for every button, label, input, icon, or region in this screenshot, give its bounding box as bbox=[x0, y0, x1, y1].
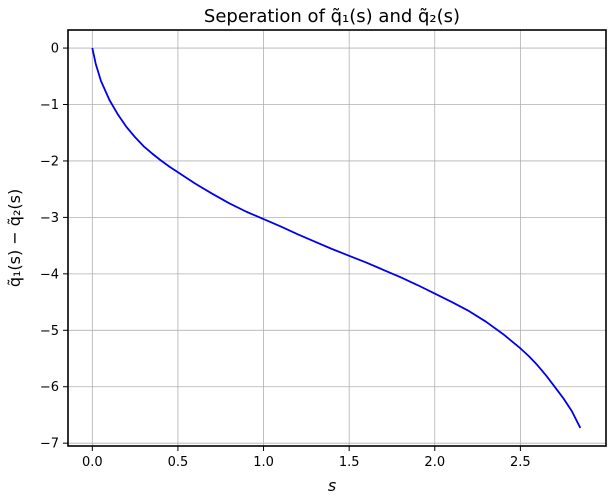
y-tick-label: −5 bbox=[40, 324, 59, 339]
y-tick-label: 0 bbox=[51, 42, 59, 57]
series-layer bbox=[91, 47, 582, 429]
y-tick-label: −2 bbox=[40, 154, 59, 169]
y-tick-label: −6 bbox=[40, 380, 59, 395]
y-tick-label: −4 bbox=[40, 267, 59, 282]
series-line bbox=[91, 47, 582, 429]
y-tick-label: −7 bbox=[40, 437, 59, 452]
x-tick-label: 1.0 bbox=[253, 455, 274, 470]
x-tick-label: 1.5 bbox=[339, 455, 360, 470]
grid-lines bbox=[68, 30, 606, 446]
y-axis-label: q̃₁(s) − q̃₂(s) bbox=[5, 189, 24, 287]
x-axis-label: s bbox=[328, 476, 336, 495]
x-tick-label: 0.5 bbox=[168, 455, 189, 470]
chart-title: Seperation of q̃₁(s) and q̃₂(s) bbox=[204, 6, 460, 27]
y-tick-label: −3 bbox=[40, 211, 59, 226]
x-tick-label: 0.0 bbox=[82, 455, 103, 470]
y-tick-label: −1 bbox=[40, 98, 59, 113]
plot-frame bbox=[67, 29, 607, 447]
x-tick-label: 2.0 bbox=[424, 455, 445, 470]
x-tick-label: 2.5 bbox=[510, 455, 531, 470]
axis-ticks: 0.0 0.5 1.0 1.5 2.0 2.5 0 −1 −2 −3 −4 −5 −6 −7 bbox=[40, 42, 531, 470]
